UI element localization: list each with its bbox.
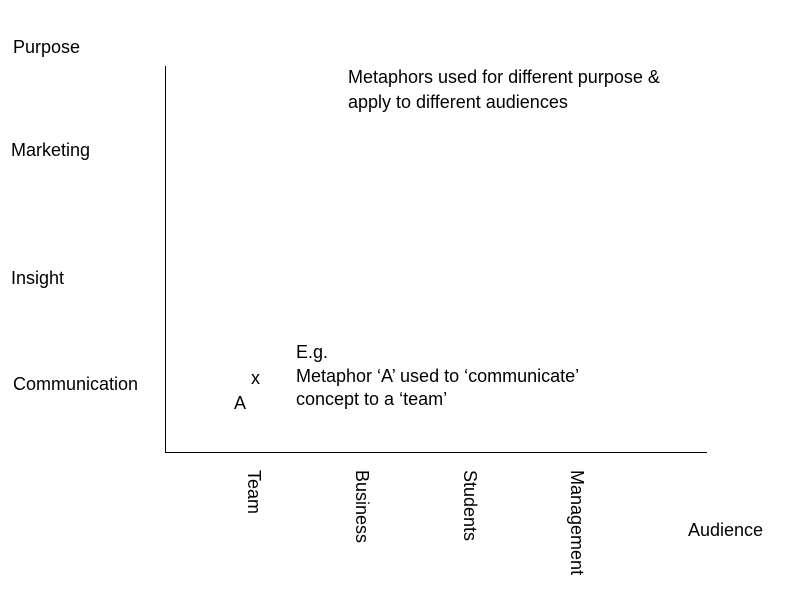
x-axis-label-management: Management xyxy=(567,470,587,576)
x-axis-label-team: Team xyxy=(244,470,264,515)
y-axis-label-marketing: Marketing xyxy=(11,140,91,160)
y-axis-label-insight: Insight xyxy=(11,268,65,288)
example-line-3: concept to a ‘team’ xyxy=(296,389,448,409)
y-axis-line xyxy=(165,66,166,453)
heading-line-2: apply to different audiences xyxy=(348,92,568,112)
marker-x: x xyxy=(251,368,260,388)
marker-label-a: A xyxy=(234,393,247,413)
x-axis-label-management-wrap: Management xyxy=(566,470,588,590)
example-line-1: E.g. xyxy=(296,342,329,362)
x-axis-label-students-wrap: Students xyxy=(459,470,481,590)
x-axis-label-students: Students xyxy=(460,470,480,542)
x-axis-label-business-wrap: Business xyxy=(351,470,373,590)
x-axis-label-team-wrap: Team xyxy=(243,470,265,590)
y-axis-label-communication: Communication xyxy=(13,374,139,394)
y-axis-title: Purpose xyxy=(13,37,81,57)
example-line-2: Metaphor ‘A’ used to ‘communicate’ xyxy=(296,366,580,386)
x-axis-line xyxy=(165,452,707,453)
x-axis-title: Audience xyxy=(688,520,764,540)
x-axis-label-business: Business xyxy=(352,470,372,544)
heading-line-1: Metaphors used for different purpose & xyxy=(348,67,660,87)
